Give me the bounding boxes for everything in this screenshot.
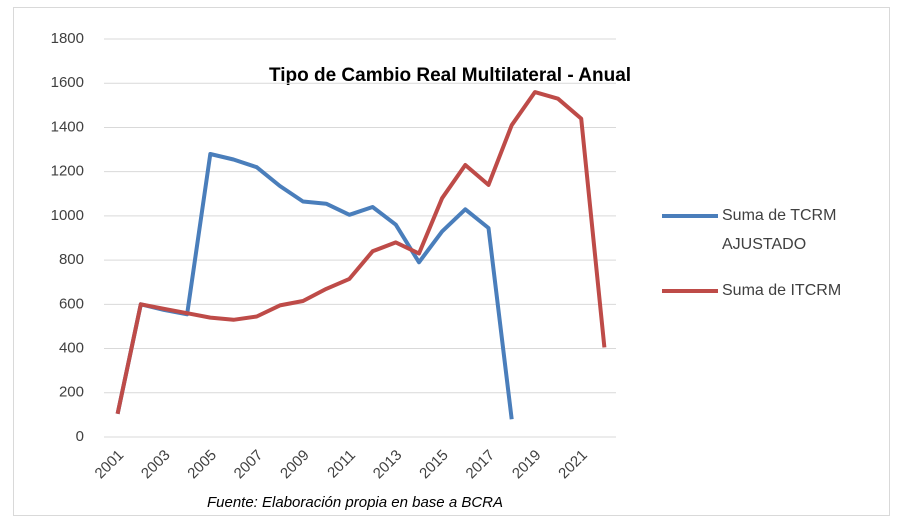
- legend-item: Suma de TCRM AJUSTADO: [662, 201, 872, 259]
- legend-label: Suma de TCRM AJUSTADO: [722, 207, 837, 253]
- legend-swatch: [662, 214, 718, 218]
- source-note: Fuente: Elaboración propia en base a BCR…: [207, 494, 503, 511]
- legend-swatch: [662, 289, 718, 293]
- y-tick-label: 1600: [51, 74, 84, 91]
- chart-title: Tipo de Cambio Real Multilateral - Anual: [269, 65, 631, 86]
- y-tick-label: 400: [59, 340, 84, 357]
- legend-label: Suma de ITCRM: [722, 282, 842, 299]
- y-tick-label: 600: [59, 295, 84, 312]
- y-tick-label: 1400: [51, 118, 84, 135]
- y-tick-label: 0: [76, 428, 84, 445]
- y-tick-label: 200: [59, 384, 84, 401]
- y-tick-label: 800: [59, 251, 84, 268]
- chart-border: [13, 7, 890, 516]
- y-tick-label: 1200: [51, 163, 84, 180]
- legend-item: Suma de ITCRM: [662, 276, 872, 305]
- y-tick-label: 1000: [51, 207, 84, 224]
- series-line: [115, 90, 607, 415]
- y-tick-label: 1800: [51, 30, 84, 47]
